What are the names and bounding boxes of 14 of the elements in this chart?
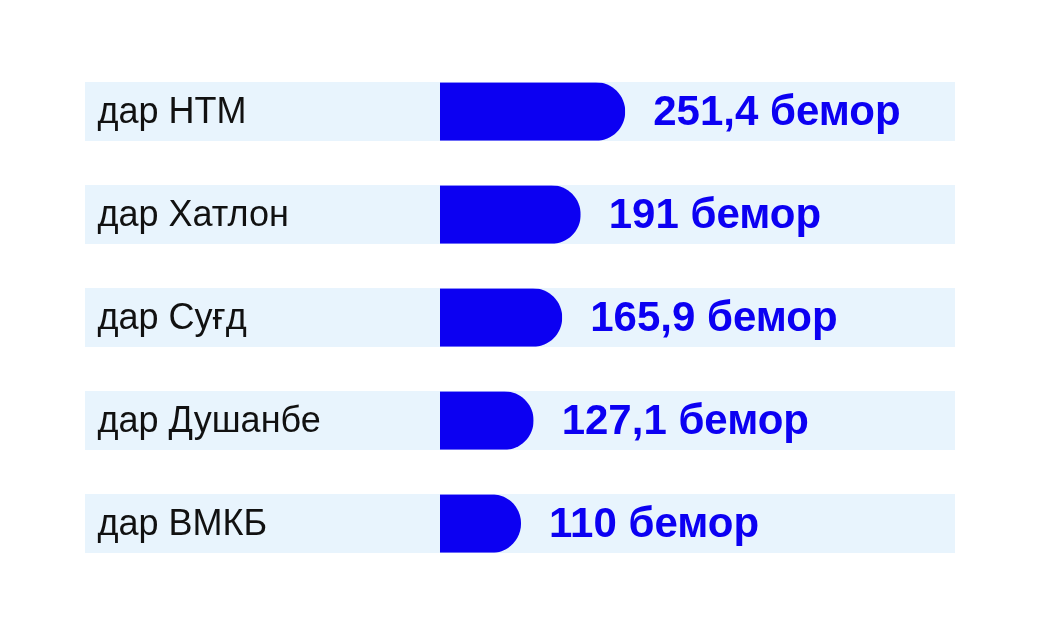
y-tick-label: дар НТМ: [97, 89, 247, 131]
data-label: 191 бемор: [608, 189, 822, 237]
data-label: 110 бемор: [549, 498, 760, 546]
bar: [440, 391, 534, 450]
data-label: 165,9 бемор: [590, 292, 838, 340]
bar: [440, 185, 581, 244]
data-label: 127,1 бемор: [561, 395, 810, 443]
y-tick-label: дар Хатлон: [97, 192, 289, 234]
y-tick-label: дар Душанбе: [97, 398, 321, 440]
bar: [440, 288, 563, 347]
data-label: 251,4 бемор: [653, 86, 901, 134]
bar: [440, 82, 626, 141]
y-tick-label: дар ВМКБ: [97, 501, 268, 543]
y-tick-label: дар Суғд: [97, 295, 247, 337]
